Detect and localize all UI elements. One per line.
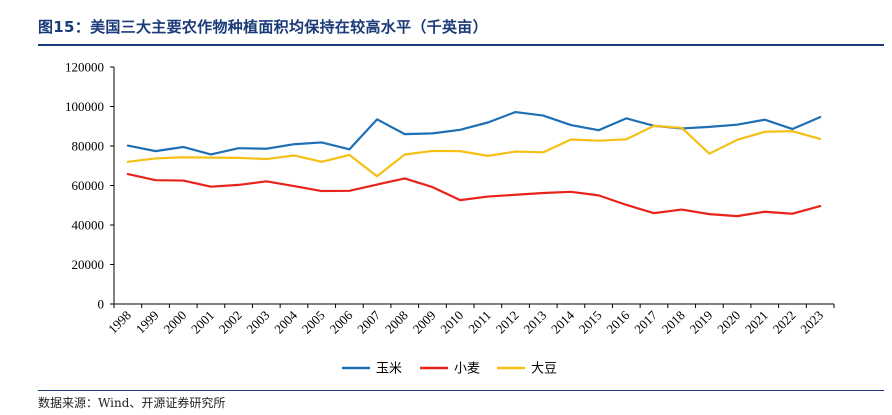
line-chart: 0 20000 40000 60000 80000 100000 120000 1998199… xyxy=(65,60,835,377)
y-tick-label: 80000 xyxy=(72,139,105,154)
x-tick-label: 2011 xyxy=(465,308,494,337)
series-line-3 xyxy=(126,124,822,178)
title-divider xyxy=(38,44,884,46)
x-tick-label: 2010 xyxy=(437,308,466,337)
x-tick-label: 2021 xyxy=(742,308,771,337)
chart-title: 图15：美国三大主要农作物种植面积均保持在较高水平（千英亩） xyxy=(38,18,488,36)
x-tick-label: 2004 xyxy=(271,307,300,336)
x-tick-label: 1998 xyxy=(105,308,134,337)
y-tick-label: 60000 xyxy=(72,178,105,193)
y-tick-label: 0 xyxy=(98,297,105,312)
y-tick-label: 100000 xyxy=(65,99,104,114)
x-tick-label: 2015 xyxy=(576,308,605,337)
x-tick-label: 2022 xyxy=(770,308,799,337)
x-tick-label: 2017 xyxy=(631,307,660,336)
x-tick-label: 2000 xyxy=(160,308,189,337)
title-bar: 图15：美国三大主要农作物种植面积均保持在较高水平（千英亩） xyxy=(38,4,884,46)
x-tick-label: 2009 xyxy=(410,308,439,337)
series-line-2 xyxy=(126,172,822,218)
x-tick-label: 2016 xyxy=(603,307,632,336)
legend-label-1: 玉米 xyxy=(376,362,402,377)
y-tick-label: 20000 xyxy=(72,257,105,272)
x-tick-label: 2008 xyxy=(382,308,411,337)
chart-legend: 玉米 小麦 大豆 xyxy=(342,362,557,377)
chart-lines xyxy=(126,110,822,218)
x-tick-label: 2006 xyxy=(327,307,356,336)
legend-label-3: 大豆 xyxy=(531,362,557,377)
x-tick-label: 2018 xyxy=(659,308,688,337)
x-tick-label: 2012 xyxy=(493,308,522,337)
source-divider xyxy=(38,390,884,391)
x-tick-label: 2019 xyxy=(687,308,716,337)
x-tick-label: 2005 xyxy=(299,308,328,337)
x-tick-label: 2003 xyxy=(243,308,272,337)
series-line-1 xyxy=(126,110,822,156)
source-note: 数据来源：Wind、开源证券研究所 xyxy=(38,396,226,410)
legend-label-2: 小麦 xyxy=(454,362,480,377)
y-tick-label: 40000 xyxy=(72,218,105,233)
y-tick-label: 120000 xyxy=(65,60,104,75)
x-tick-label: 2014 xyxy=(548,307,577,336)
x-tick-label: 2013 xyxy=(520,308,549,337)
x-tick-label: 2020 xyxy=(714,308,743,337)
x-tick-label: 2001 xyxy=(188,308,217,337)
x-tick-label: 2023 xyxy=(797,308,826,337)
x-tick-label: 2002 xyxy=(216,308,245,337)
x-tick-label: 2007 xyxy=(354,307,383,336)
chart-axes: 0 20000 40000 60000 80000 100000 120000 1998199… xyxy=(65,60,835,337)
x-tick-label: 1999 xyxy=(133,308,162,337)
